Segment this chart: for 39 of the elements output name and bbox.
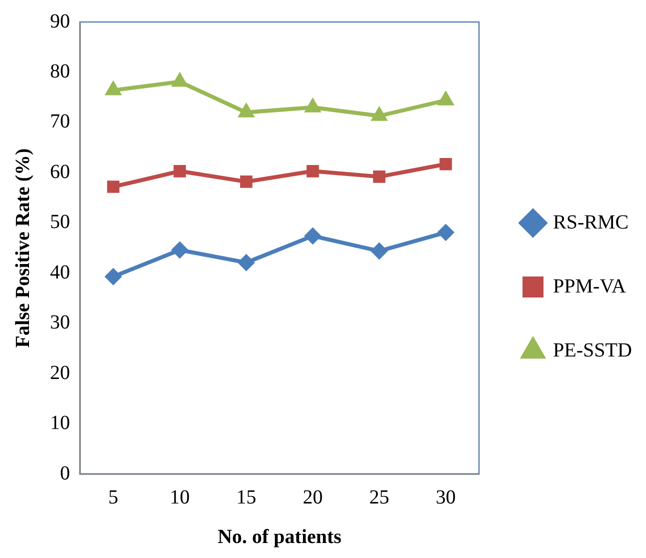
y-tick-label: 0 [60,462,70,484]
x-tick-label: 10 [170,486,190,508]
x-tick-label: 25 [369,486,390,508]
x-tick-label: 5 [108,486,118,508]
point [370,242,388,260]
point [306,165,319,178]
point [440,158,452,170]
x-tick-label: 20 [302,486,323,508]
y-tick-label: 70 [50,110,70,133]
point [107,180,120,193]
y-tick-label: 40 [50,261,70,284]
y-tick-label: 60 [50,160,70,183]
point [104,80,122,96]
x-tick-label: 30 [436,486,456,508]
legend-label: RS-RMC [553,211,629,234]
y-tick-label: 80 [50,60,70,82]
point [171,72,188,87]
point [238,254,255,272]
y-tick-label: 10 [50,412,70,434]
point [304,98,322,112]
legend-label: PPM-VA [553,275,627,298]
y-tick-label: 90 [50,10,70,32]
y-axis-title: False Positive Rate (%) [12,148,34,348]
y-tick-label: 20 [50,362,70,384]
x-axis-title: No. of patients [218,526,342,548]
point [304,227,322,244]
point [370,106,388,121]
y-tick-label: 30 [50,312,70,334]
point [238,102,255,118]
point [437,224,454,241]
point [437,90,454,106]
point [373,170,386,183]
point [104,268,122,286]
point [240,176,252,188]
x-tick-label: 15 [236,486,256,508]
point [174,165,186,178]
y-tick-label: 50 [50,211,70,234]
legend-label: PE-SSTD [553,339,632,362]
point [171,242,188,259]
